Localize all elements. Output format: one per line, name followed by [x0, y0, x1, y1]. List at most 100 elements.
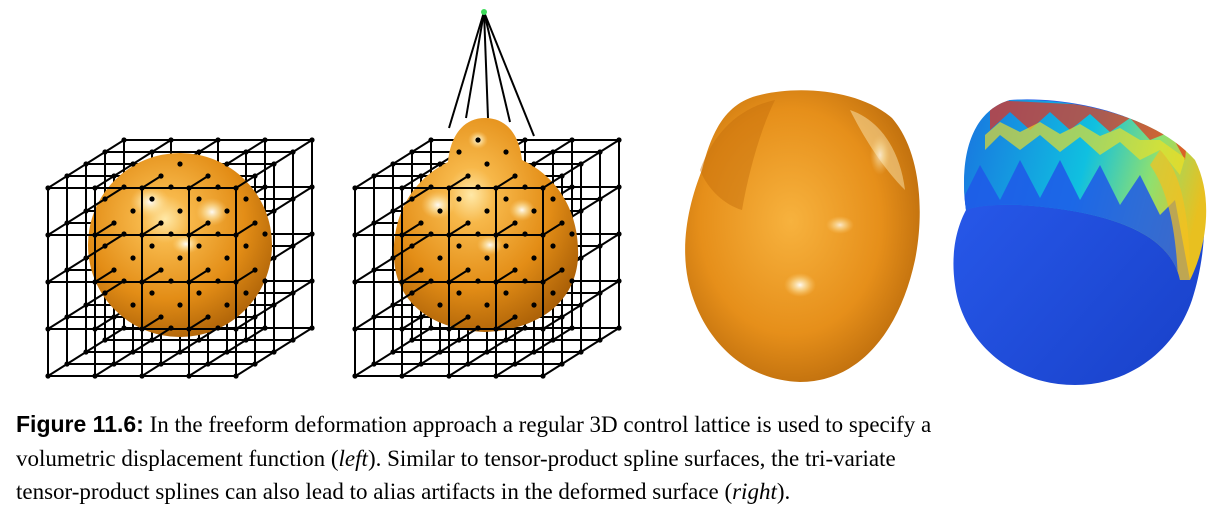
control-point — [139, 326, 145, 332]
control-point — [83, 161, 89, 167]
control-point — [149, 243, 155, 249]
control-point — [437, 208, 443, 214]
control-point — [215, 231, 221, 237]
control-point — [262, 278, 268, 284]
control-point — [540, 232, 546, 238]
control-point — [64, 314, 70, 320]
blob-surface — [685, 90, 920, 382]
control-point — [597, 196, 603, 202]
control-point — [531, 208, 537, 214]
control-point — [559, 361, 565, 367]
control-point — [224, 208, 230, 214]
control-point — [446, 232, 452, 238]
control-point — [390, 255, 396, 261]
control-point — [309, 278, 315, 284]
control-point — [139, 232, 145, 238]
control-point — [215, 184, 221, 190]
control-point — [233, 279, 239, 285]
moved-control-point — [481, 9, 487, 15]
control-point — [111, 220, 117, 226]
control-point — [92, 185, 98, 191]
control-point — [177, 208, 183, 214]
control-point — [616, 231, 622, 237]
control-point — [158, 361, 164, 367]
control-point — [102, 149, 108, 155]
control-point — [168, 184, 174, 190]
control-point — [158, 220, 164, 226]
control-point — [399, 326, 405, 332]
control-point — [522, 278, 528, 284]
control-point — [205, 314, 211, 320]
control-point — [102, 196, 108, 202]
control-point — [186, 279, 192, 285]
control-point — [215, 325, 221, 331]
control-point — [158, 314, 164, 320]
control-point — [186, 326, 192, 332]
control-point — [233, 232, 239, 238]
control-point — [102, 290, 108, 296]
control-point — [531, 255, 537, 261]
caption-line-1: Figure 11.6: In the freeform deformation… — [16, 408, 1202, 442]
control-point — [522, 184, 528, 190]
control-point — [233, 326, 239, 332]
control-point — [569, 184, 575, 190]
control-point — [290, 196, 296, 202]
caption-line-1-text: In the freeform deformation approach a r… — [149, 412, 932, 437]
control-point — [111, 267, 117, 273]
control-point — [428, 278, 434, 284]
control-point — [352, 373, 358, 379]
control-point — [290, 337, 296, 343]
control-point — [550, 149, 556, 155]
control-point — [271, 302, 277, 308]
control-point — [437, 302, 443, 308]
control-point — [540, 185, 546, 191]
control-point — [121, 231, 127, 237]
control-point — [309, 184, 315, 190]
control-point — [428, 137, 434, 143]
control-point — [252, 220, 258, 226]
control-point — [45, 232, 51, 238]
control-point — [352, 326, 358, 332]
control-point — [252, 361, 258, 367]
control-point — [205, 267, 211, 273]
caption-left-italic: left — [338, 445, 368, 471]
control-point — [578, 255, 584, 261]
caption-line-2: volumetric displacement function (left).… — [16, 442, 1202, 476]
control-point — [92, 373, 98, 379]
panel-deformed-surface — [685, 90, 920, 382]
control-point — [428, 184, 434, 190]
control-point — [512, 267, 518, 273]
control-point — [475, 278, 481, 284]
caption-line-3-a: tensor-product splines can also lead to … — [16, 479, 733, 504]
control-point — [512, 314, 518, 320]
control-point — [83, 208, 89, 214]
control-point — [45, 185, 51, 191]
control-point — [186, 232, 192, 238]
control-point — [616, 325, 622, 331]
caption-line-2-a: volumetric displacement function ( — [16, 445, 339, 471]
control-point — [484, 302, 490, 308]
control-point — [399, 185, 405, 191]
control-point — [531, 349, 537, 355]
panel-deformed-lattice — [352, 9, 622, 379]
control-point — [390, 302, 396, 308]
control-point — [196, 337, 202, 343]
control-point — [428, 325, 434, 331]
control-point — [243, 196, 249, 202]
deformed-sphere-surface — [393, 118, 579, 332]
control-point — [205, 220, 211, 226]
control-point — [45, 279, 51, 285]
control-point — [130, 302, 136, 308]
control-point — [83, 255, 89, 261]
control-point — [616, 184, 622, 190]
control-point — [569, 137, 575, 143]
control-point — [64, 267, 70, 273]
control-point — [428, 231, 434, 237]
control-point — [149, 337, 155, 343]
control-point — [252, 314, 258, 320]
control-point — [522, 137, 528, 143]
control-point — [111, 361, 117, 367]
figure-image-area — [45, 9, 1207, 385]
control-point — [484, 255, 490, 261]
control-point — [309, 325, 315, 331]
